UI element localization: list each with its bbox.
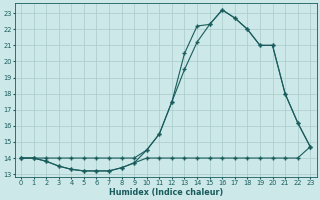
- X-axis label: Humidex (Indice chaleur): Humidex (Indice chaleur): [108, 188, 223, 197]
